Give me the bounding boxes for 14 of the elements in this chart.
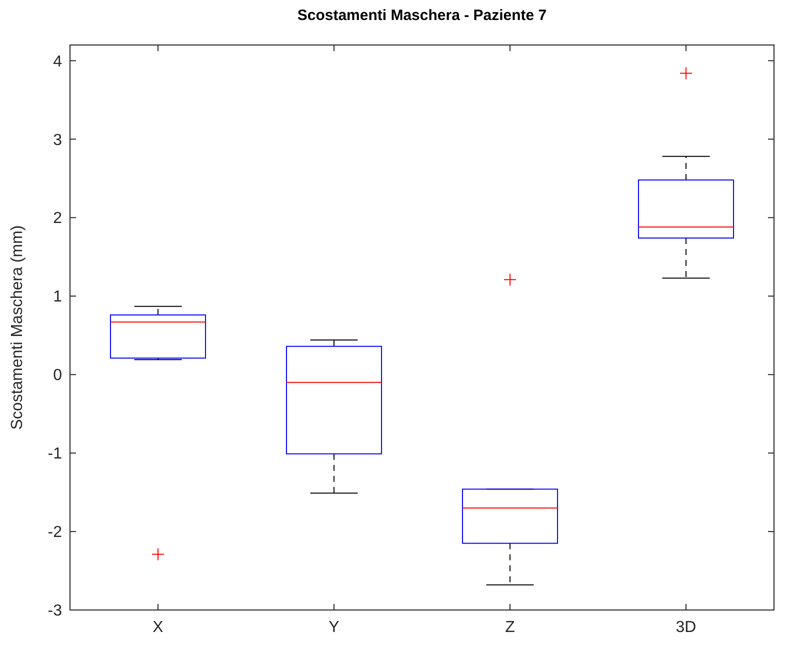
y-tick-label: -1 bbox=[48, 446, 62, 463]
x-tick-label: Y bbox=[328, 619, 340, 636]
chart-title: Scostamenti Maschera - Paziente 7 bbox=[297, 7, 547, 24]
y-tick-label: 2 bbox=[53, 210, 62, 228]
y-tick-label: 1 bbox=[53, 288, 62, 306]
y-tick-label: -3 bbox=[48, 602, 62, 620]
y-tick-label: 3 bbox=[53, 132, 62, 149]
y-axis-title: Scostamenti Maschera (mm) bbox=[9, 225, 26, 430]
x-tick-label: X bbox=[152, 619, 164, 636]
y-tick-label: 4 bbox=[53, 53, 62, 70]
y-tick-label: 0 bbox=[53, 367, 62, 384]
x-tick-label: 3D bbox=[676, 619, 696, 636]
x-tick-label: Z bbox=[505, 619, 516, 636]
y-tick-label: -2 bbox=[48, 524, 62, 542]
